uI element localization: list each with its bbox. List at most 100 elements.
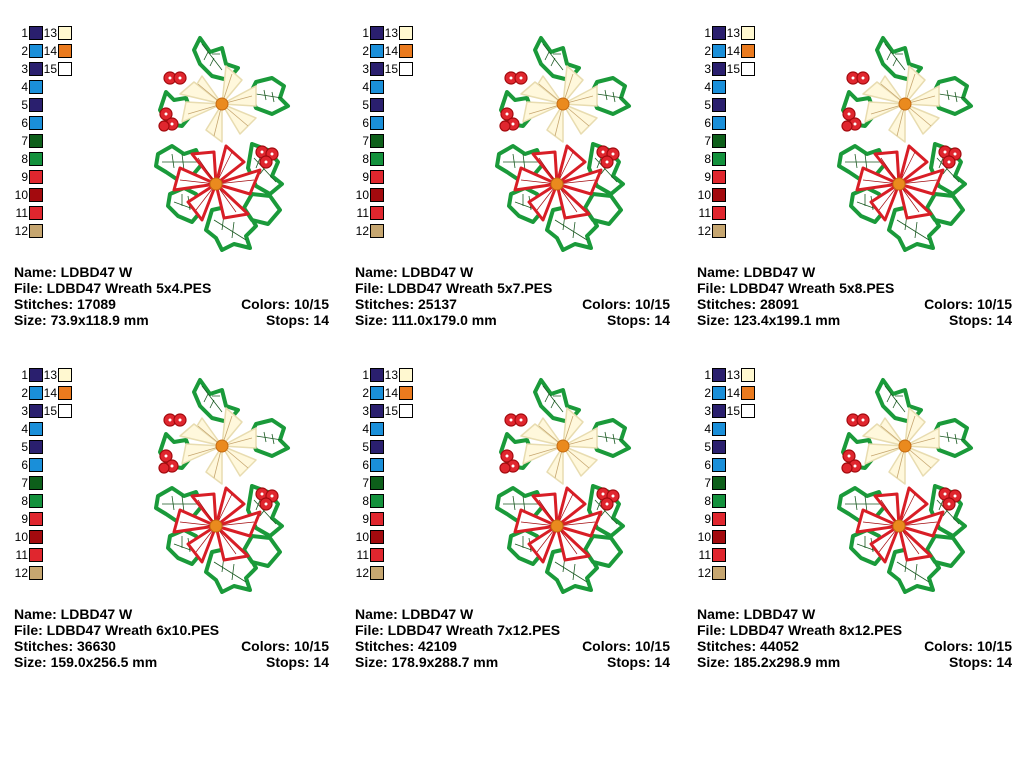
design-panel: 1 2 3 4 5 6 7 8 9 10 11 12 13 14 15 — [355, 26, 685, 356]
design-info: Name: LDBD47 W File: LDBD47 Wreath 6x10.… — [14, 606, 329, 670]
design-file: File: LDBD47 Wreath 7x12.PES — [355, 622, 561, 638]
swatch-number: 2 — [362, 386, 369, 400]
swatch-color — [712, 80, 726, 94]
swatch-color — [712, 476, 726, 490]
swatch-color — [370, 116, 384, 130]
swatch-number: 8 — [362, 152, 369, 166]
poinsettia-embroidery-image — [154, 378, 290, 594]
swatch-number: 11 — [698, 548, 711, 562]
design-file: File: LDBD47 Wreath 5x8.PES — [697, 280, 895, 296]
swatch-number: 8 — [704, 152, 711, 166]
swatch-color — [712, 566, 726, 580]
swatch-number: 6 — [362, 116, 369, 130]
swatch-color — [370, 26, 384, 40]
swatch-number: 13 — [43, 26, 57, 40]
swatch-number: 2 — [704, 44, 711, 58]
swatch-color — [712, 98, 726, 112]
swatch-number: 15 — [726, 404, 740, 418]
swatch-color — [712, 440, 726, 454]
design-name: Name: LDBD47 W — [14, 264, 133, 280]
swatch-number: 9 — [21, 170, 28, 184]
design-size: Size: 73.9x118.9 mm — [14, 312, 149, 328]
swatch-color — [712, 548, 726, 562]
swatch-number: 5 — [704, 98, 711, 112]
stitch-count: Stitches: 36630 — [14, 638, 116, 654]
swatch-number: 5 — [21, 98, 28, 112]
swatch-number: 13 — [726, 368, 740, 382]
swatch-number: 12 — [697, 566, 711, 580]
swatch-number: 14 — [384, 386, 398, 400]
swatch-number: 9 — [362, 512, 369, 526]
swatch-number: 1 — [362, 26, 369, 40]
swatch-color — [29, 458, 43, 472]
swatch-number: 13 — [384, 26, 398, 40]
swatch-color — [29, 494, 43, 508]
swatch-color — [370, 548, 384, 562]
swatch-number: 4 — [704, 422, 711, 436]
swatch-color — [741, 44, 755, 58]
design-panel: 1 2 3 4 5 6 7 8 9 10 11 12 13 14 15 — [355, 368, 685, 698]
design-name: Name: LDBD47 W — [355, 264, 474, 280]
swatch-color — [58, 368, 72, 382]
swatch-number: 6 — [21, 116, 28, 130]
swatch-color — [399, 62, 413, 76]
swatch-color — [741, 26, 755, 40]
swatch-number: 3 — [362, 404, 369, 418]
swatch-color — [370, 404, 384, 418]
stop-count: Stops: 14 — [265, 654, 329, 670]
stop-count: Stops: 14 — [948, 312, 1012, 328]
swatch-number: 15 — [384, 404, 398, 418]
swatch-color — [370, 170, 384, 184]
swatch-number: 13 — [43, 368, 57, 382]
swatch-number: 14 — [43, 386, 57, 400]
color-count: Colors: 10/15 — [924, 296, 1012, 312]
stop-count: Stops: 14 — [606, 654, 670, 670]
stop-count: Stops: 14 — [606, 312, 670, 328]
swatch-color — [58, 44, 72, 58]
design-panel: 1 2 3 4 5 6 7 8 9 10 11 12 13 14 15 — [14, 368, 344, 698]
swatch-color — [712, 116, 726, 130]
design-panel: 1 2 3 4 5 6 7 8 9 10 11 12 13 14 15 — [14, 26, 344, 356]
swatch-color — [712, 512, 726, 526]
swatch-color — [29, 170, 43, 184]
swatch-color — [370, 80, 384, 94]
swatch-number: 5 — [362, 440, 369, 454]
design-name: Name: LDBD47 W — [14, 606, 133, 622]
swatch-number: 8 — [21, 494, 28, 508]
swatch-number: 2 — [21, 386, 28, 400]
swatch-number: 10 — [355, 530, 369, 544]
swatch-number: 9 — [21, 512, 28, 526]
design-file: File: LDBD47 Wreath 6x10.PES — [14, 622, 220, 638]
swatch-color — [741, 404, 755, 418]
stitch-count: Stitches: 42109 — [355, 638, 457, 654]
swatch-number: 7 — [704, 476, 711, 490]
swatch-color — [712, 386, 726, 400]
stitch-count: Stitches: 25137 — [355, 296, 457, 312]
swatch-number: 9 — [704, 170, 711, 184]
swatch-color — [29, 188, 43, 202]
swatch-color — [712, 422, 726, 436]
swatch-number: 3 — [704, 404, 711, 418]
swatch-number: 2 — [704, 386, 711, 400]
swatch-number: 12 — [355, 224, 369, 238]
swatch-number: 1 — [362, 368, 369, 382]
design-file: File: LDBD47 Wreath 5x7.PES — [355, 280, 553, 296]
swatch-color — [58, 404, 72, 418]
poinsettia-embroidery-image — [837, 378, 973, 594]
design-panel: 1 2 3 4 5 6 7 8 9 10 11 12 13 14 15 — [697, 26, 1024, 356]
swatch-color — [741, 386, 755, 400]
swatch-number: 10 — [355, 188, 369, 202]
design-name: Name: LDBD47 W — [697, 606, 816, 622]
swatch-color — [712, 458, 726, 472]
swatch-number: 10 — [14, 530, 28, 544]
swatch-color — [370, 98, 384, 112]
swatch-number: 1 — [704, 368, 711, 382]
swatch-number: 14 — [43, 44, 57, 58]
swatch-color — [712, 206, 726, 220]
swatch-color — [29, 404, 43, 418]
swatch-color — [370, 458, 384, 472]
swatch-number: 4 — [21, 422, 28, 436]
swatch-color — [399, 44, 413, 58]
poinsettia-embroidery-image — [495, 36, 631, 252]
swatch-number: 6 — [704, 458, 711, 472]
